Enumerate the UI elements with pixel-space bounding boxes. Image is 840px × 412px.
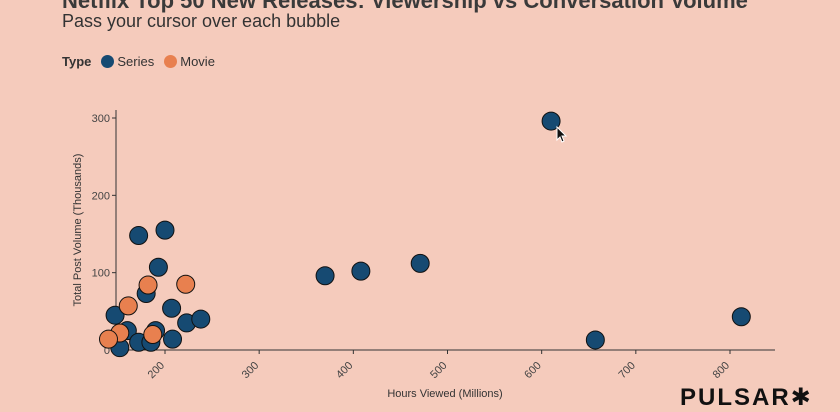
bubble-series[interactable] [129, 226, 149, 246]
legend-label-series: Series [117, 54, 155, 69]
y-tick-label: 300 [92, 113, 110, 125]
bubble-series[interactable] [191, 309, 211, 329]
y-tick-label: 100 [92, 268, 110, 280]
legend-entry-series[interactable]: Series [101, 54, 154, 69]
legend-title: Type [62, 54, 92, 69]
bubble-series[interactable] [351, 261, 371, 281]
bubble-series[interactable] [155, 220, 175, 240]
bubble-movie[interactable] [99, 329, 118, 349]
bubble-movie[interactable] [138, 275, 158, 295]
pulsar-logo: PULSAR✱ [680, 384, 813, 411]
x-tick-label: 600 [522, 360, 543, 381]
x-tick-label: 200 [146, 360, 167, 381]
x-tick-label: 500 [428, 360, 449, 381]
x-tick-label: 700 [616, 360, 637, 381]
data-points [99, 111, 751, 358]
legend-label-movie: Movie [180, 54, 215, 69]
x-tick-label: 400 [334, 360, 355, 381]
legend: Type Series Movie [62, 54, 219, 69]
y-tick-label: 200 [92, 190, 110, 202]
movie-swatch-icon [164, 55, 178, 68]
bubble-series[interactable] [315, 266, 335, 286]
bubble-series[interactable] [410, 253, 430, 273]
bubble-movie[interactable] [143, 325, 163, 345]
chart-subtitle: Pass your cursor over each bubble [62, 11, 341, 31]
chart-title: Netflix Top 50 New Releases: Viewership … [62, 0, 748, 13]
series-swatch-icon [101, 55, 115, 68]
bubble-series[interactable] [731, 307, 751, 327]
legend-entry-movie[interactable]: Movie [164, 54, 215, 69]
bubble-series[interactable] [148, 257, 168, 277]
bubble-series[interactable] [162, 298, 182, 318]
y-axis-title: Total Post Volume (Thousands) [72, 154, 84, 307]
mouse-cursor-icon [556, 125, 568, 143]
x-tick-label: 300 [240, 360, 261, 381]
bubble-movie[interactable] [118, 296, 138, 316]
bubble-series[interactable] [585, 330, 605, 350]
bubble-series[interactable] [105, 305, 125, 325]
scatter-chart: 0 100 200 300 200 300 400 500 600 700 800 Hours Vie… [72, 110, 775, 400]
y-tick-label: 0 [104, 345, 110, 357]
bubble-series[interactable] [163, 329, 183, 349]
x-tick-label: 800 [711, 360, 732, 381]
x-axis-title: Hours Viewed (Millions) [387, 388, 502, 400]
bubble-series[interactable] [541, 111, 561, 131]
bubble-movie[interactable] [176, 274, 196, 294]
